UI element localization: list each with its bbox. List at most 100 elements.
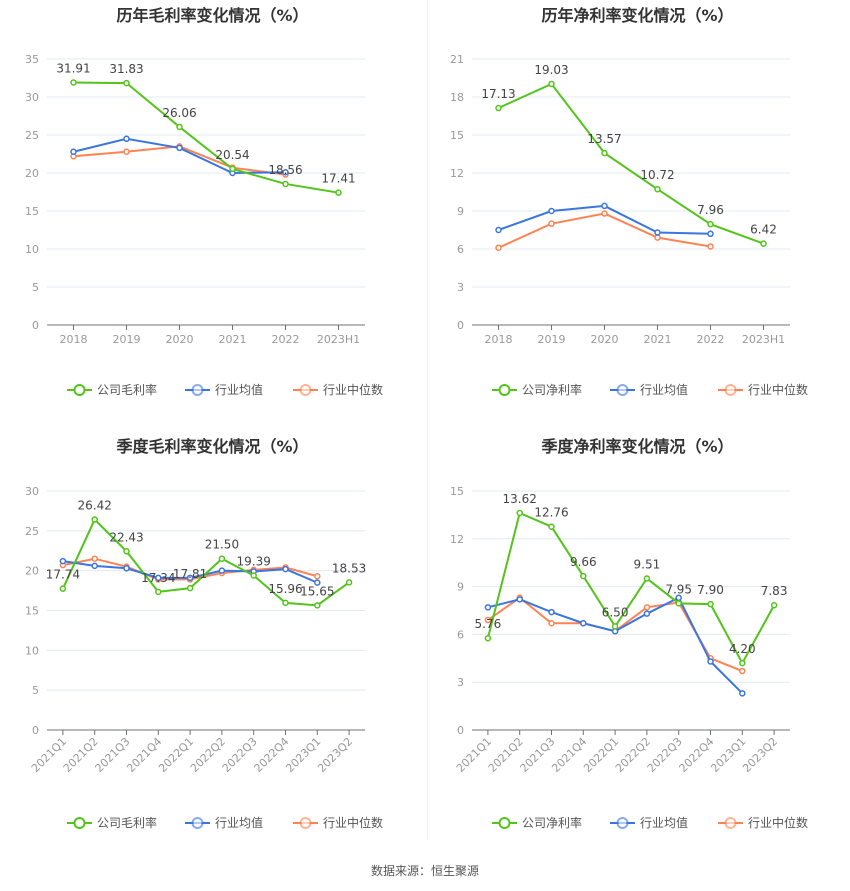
y-tick-label: 18 [450, 91, 464, 104]
legend-label-company: 公司净利率 [522, 815, 582, 830]
data-point-company [516, 509, 523, 517]
legend-marker-company [498, 384, 511, 396]
data-label: 17.41 [321, 172, 355, 186]
data-point-company [760, 240, 767, 247]
data-point-company [495, 104, 502, 112]
data-point-company [580, 572, 587, 580]
y-tick-label: 15 [25, 605, 39, 618]
series-line-company [73, 81, 339, 194]
data-point-avg [186, 574, 194, 582]
data-point-company [707, 220, 714, 228]
data-point-median [654, 234, 661, 241]
data-label: 31.91 [56, 61, 90, 75]
y-tick-label: 35 [25, 53, 39, 66]
data-point-company [548, 80, 555, 88]
x-tick-label: 2023H1 [742, 333, 785, 346]
legend-label-avg: 行业均值 [215, 815, 263, 830]
y-tick-label: 9 [457, 205, 464, 218]
x-tick-label: 2021 [219, 333, 247, 346]
data-label: 18.56 [268, 163, 302, 177]
data-source: 数据来源：恒生聚源 [370, 864, 479, 878]
data-point-avg [707, 658, 714, 665]
data-point-company [282, 180, 289, 188]
chart-quarterly-net-margin: 季度净利率变化情况（%） 0 3 6 9 12 15 2021Q1 2021Q2 2021Q3 2… [425, 431, 850, 861]
legend-marker-median [724, 817, 737, 829]
data-label: 7.90 [697, 583, 724, 597]
data-point-avg [282, 565, 289, 573]
y-tick-label: 9 [457, 581, 464, 594]
y-tick-label: 12 [450, 167, 464, 180]
x-tick-label: 2023Q2 [315, 735, 355, 775]
legend-marker-median [299, 384, 312, 396]
data-point-company [654, 185, 661, 193]
legend-label-company: 公司净利率 [522, 382, 582, 397]
data-point-avg [516, 596, 523, 603]
data-label: 15.96 [268, 582, 302, 596]
data-label: 21.50 [205, 538, 239, 552]
x-tick-label: 2018 [60, 333, 88, 346]
data-point-company [739, 659, 746, 667]
data-point-median [123, 148, 130, 155]
data-point-median [601, 210, 608, 217]
series-line-company [486, 511, 775, 666]
x-tick-label: 2019 [113, 333, 141, 346]
data-label: 31.83 [109, 62, 143, 76]
data-label: 15.65 [300, 584, 334, 598]
y-tick-label: 0 [32, 724, 39, 737]
data-label: 6.50 [602, 605, 629, 619]
legend-label-avg: 行业均值 [640, 815, 688, 830]
x-tick-label: 2019 [538, 333, 566, 346]
y-tick-label: 30 [25, 91, 39, 104]
legend-label-avg: 行业均值 [215, 382, 263, 397]
data-point-avg [282, 168, 289, 176]
y-tick-label: 0 [457, 724, 464, 737]
chart-quarterly-gross-margin: 季度毛利率变化情况（%） 0 5 10 15 20 25 30 2021Q1 2021Q2 202… [0, 431, 425, 861]
data-point-median [548, 220, 555, 227]
chart-title: 季度净利率变化情况（%） [541, 437, 734, 456]
data-label: 22.43 [109, 530, 143, 544]
data-label: 5.76 [475, 617, 502, 631]
data-point-avg [739, 690, 746, 697]
x-tick-label: 2021 [644, 333, 672, 346]
x-tick-label: 2022 [272, 333, 300, 346]
data-point-company [70, 79, 77, 86]
data-point-company [548, 523, 555, 530]
y-tick-label: 3 [457, 281, 464, 294]
data-label: 18.53 [332, 561, 366, 575]
data-point-avg [643, 610, 651, 617]
y-tick-label: 0 [32, 319, 39, 332]
data-label: 19.39 [237, 555, 271, 569]
y-tick-label: 25 [25, 129, 39, 142]
data-point-company [123, 548, 130, 555]
y-tick-label: 6 [457, 628, 464, 641]
data-point-avg [548, 207, 555, 215]
data-point-avg [123, 135, 130, 143]
data-point-median [548, 619, 555, 627]
data-label: 13.57 [587, 132, 621, 146]
data-point-company [770, 601, 778, 609]
y-tick-label: 5 [32, 281, 39, 294]
data-point-median [707, 243, 714, 250]
data-label: 9.66 [570, 555, 597, 569]
data-point-company [314, 602, 321, 609]
data-point-avg [654, 229, 661, 236]
series-line-avg [498, 204, 711, 235]
data-point-company [611, 623, 619, 630]
chart-annual-net-margin: 历年净利率变化情况（%） 0 3 6 9 12 15 18 21 2018 2019 2020 202… [425, 0, 850, 430]
y-tick-label: 6 [457, 243, 464, 256]
y-tick-label: 10 [25, 243, 39, 256]
data-label: 26.06 [162, 106, 196, 120]
data-point-avg [70, 148, 77, 155]
chart-title: 季度毛利率变化情况（%） [116, 437, 309, 456]
y-tick-label: 20 [25, 167, 39, 180]
data-point-avg [707, 230, 714, 238]
data-label: 17.81 [173, 567, 207, 581]
legend-label-median: 行业中位数 [748, 382, 808, 397]
data-point-avg [495, 226, 502, 234]
y-tick-label: 10 [25, 644, 39, 657]
data-point-company [643, 575, 651, 582]
data-point-company [186, 584, 194, 592]
data-point-median [314, 572, 321, 580]
data-point-company [59, 585, 67, 592]
legend-marker-median [724, 384, 737, 396]
